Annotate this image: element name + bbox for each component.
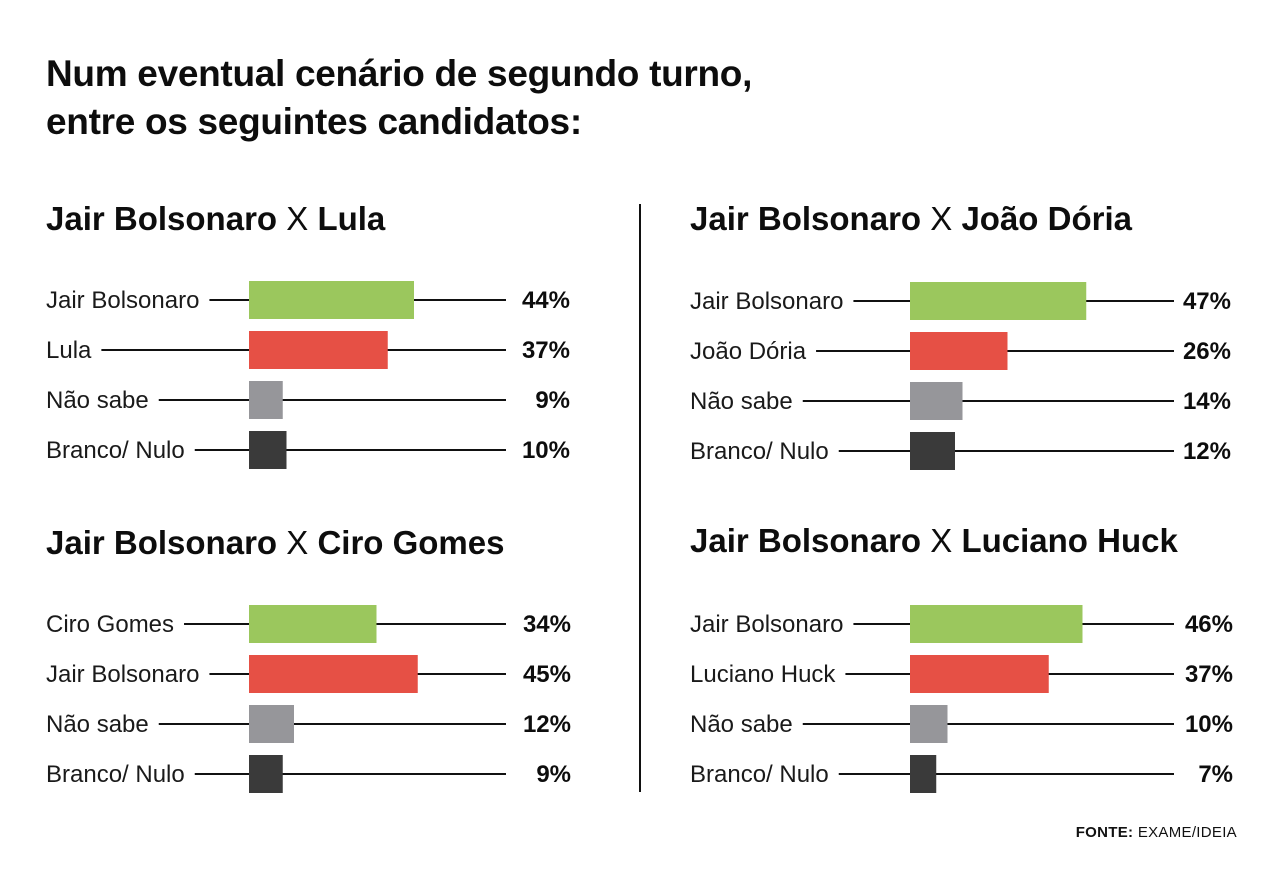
- category-label: Lula: [46, 337, 92, 364]
- category-label: Branco/ Nulo: [690, 438, 829, 465]
- category-label: Jair Bolsonaro: [46, 287, 199, 314]
- category-label: Não sabe: [690, 711, 793, 738]
- value-label: 10%: [1185, 711, 1233, 738]
- source-text: EXAME/IDEIA: [1133, 824, 1237, 841]
- bar: [249, 281, 414, 319]
- chart-bolsonaro-vs-huck: Jair Bolsonaro X Luciano Huck Jair Bolso…: [690, 522, 1280, 802]
- bar: [910, 282, 1087, 320]
- value-label: 37%: [1185, 661, 1233, 688]
- category-label: Não sabe: [690, 388, 793, 415]
- title-candidate-b: Luciano Huck: [961, 522, 1178, 559]
- value-label: 34%: [523, 611, 571, 638]
- category-label: Jair Bolsonaro: [46, 661, 199, 688]
- chart-svg: Jair Bolsonaro 44% Lula 37% Não sabe 9% Branco…: [46, 281, 570, 469]
- title-versus: X: [286, 524, 309, 561]
- bar: [249, 331, 388, 369]
- chart-svg: Jair Bolsonaro 47% João Dória 26% Não sabe 14…: [690, 282, 1231, 470]
- title-candidate-a: Jair Bolsonaro: [46, 200, 278, 237]
- bar: [249, 705, 294, 743]
- category-label: Ciro Gomes: [46, 611, 174, 638]
- chart-title: Jair Bolsonaro X Lula: [46, 200, 385, 238]
- value-label: 37%: [522, 337, 570, 364]
- value-label: 26%: [1183, 338, 1231, 365]
- bar: [910, 332, 1008, 370]
- title-candidate-b: João Dória: [961, 200, 1132, 237]
- bar: [249, 655, 418, 693]
- chart-title: Jair Bolsonaro X Luciano Huck: [690, 522, 1178, 560]
- value-label: 46%: [1185, 611, 1233, 638]
- title-versus: X: [286, 200, 309, 237]
- chart-title: Jair Bolsonaro X João Dória: [690, 200, 1132, 238]
- bar: [910, 655, 1049, 693]
- value-label: 12%: [1183, 438, 1231, 465]
- category-label: Branco/ Nulo: [690, 761, 829, 788]
- category-label: João Dória: [690, 338, 807, 365]
- value-label: 45%: [523, 661, 571, 688]
- value-label: 9%: [536, 761, 571, 788]
- category-label: Não sabe: [46, 711, 149, 738]
- chart-bolsonaro-vs-doria: Jair Bolsonaro X João Dória Jair Bolsona…: [690, 200, 1280, 480]
- category-label: Luciano Huck: [690, 661, 836, 688]
- bar: [249, 755, 283, 793]
- bar: [249, 381, 283, 419]
- chart-svg: Jair Bolsonaro 46% Luciano Huck 37% Não sabe…: [690, 605, 1233, 793]
- headline-line-1: Num eventual cenário de segundo turno,: [46, 50, 752, 98]
- value-label: 14%: [1183, 388, 1231, 415]
- category-label: Branco/ Nulo: [46, 761, 185, 788]
- source-label: FONTE:: [1075, 824, 1134, 841]
- bar: [249, 431, 287, 469]
- headline-prefix: Num eventual cenário de: [46, 53, 488, 94]
- bar: [910, 755, 937, 793]
- category-label: Jair Bolsonaro: [690, 288, 843, 315]
- value-label: 44%: [522, 287, 570, 314]
- chart-bolsonaro-vs-lula: Jair Bolsonaro X Lula Jair Bolsonaro 44% L…: [46, 200, 646, 480]
- headline-bold: segundo turno,: [487, 53, 753, 94]
- category-label: Branco/ Nulo: [46, 437, 185, 464]
- category-label: Jair Bolsonaro: [690, 611, 843, 638]
- title-versus: X: [930, 522, 953, 559]
- bar: [910, 382, 963, 420]
- title-candidate-b: Lula: [317, 200, 386, 237]
- chart-svg: Ciro Gomes 34% Jair Bolsonaro 45% Não sabe 12…: [46, 605, 571, 793]
- title-candidate-b: Ciro Gomes: [317, 524, 505, 561]
- bar: [249, 605, 377, 643]
- value-label: 9%: [535, 387, 570, 414]
- bar: [910, 705, 948, 743]
- value-label: 7%: [1198, 761, 1233, 788]
- title-candidate-a: Jair Bolsonaro: [690, 522, 922, 559]
- center-divider: [639, 204, 641, 792]
- source-note: FONTE: EXAME/IDEIA: [1076, 824, 1237, 841]
- title-candidate-a: Jair Bolsonaro: [690, 200, 922, 237]
- title-versus: X: [930, 200, 953, 237]
- bar: [910, 605, 1083, 643]
- chart-title: Jair Bolsonaro X Ciro Gomes: [46, 524, 504, 562]
- value-label: 10%: [522, 437, 570, 464]
- value-label: 47%: [1183, 288, 1231, 315]
- title-candidate-a: Jair Bolsonaro: [46, 524, 278, 561]
- category-label: Não sabe: [46, 387, 149, 414]
- headline: Num eventual cenário de segundo turno, e…: [46, 50, 752, 146]
- bar: [910, 432, 955, 470]
- chart-bolsonaro-vs-ciro: Jair Bolsonaro X Ciro Gomes Ciro Gomes 34…: [46, 524, 646, 804]
- value-label: 12%: [523, 711, 571, 738]
- headline-line-2: entre os seguintes candidatos:: [46, 101, 582, 142]
